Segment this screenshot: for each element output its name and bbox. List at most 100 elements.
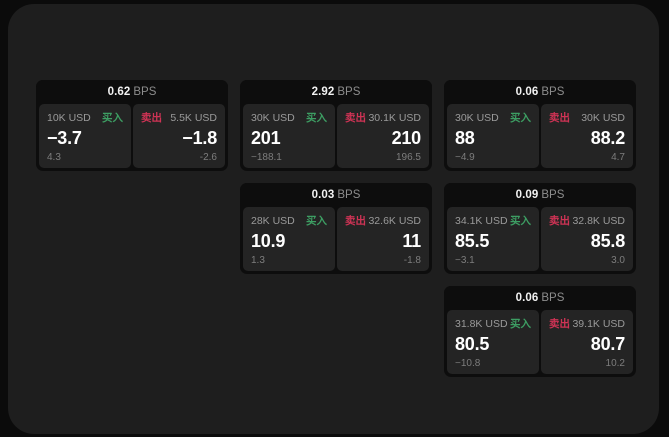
card-body: 28K USD 买入 10.9 1.3 卖出 32.6K USD 11 -1.8 <box>240 207 432 274</box>
quote-main-value: 80.5 <box>455 334 490 354</box>
quote-main-value: 210 <box>391 128 422 148</box>
bps-value: 0.06 <box>515 292 539 304</box>
order-size-label: 30.1K USD <box>368 112 421 124</box>
order-size-label: 30K USD <box>581 112 625 124</box>
quote-card[interactable]: 0.06 BPS 31.8K USD 买入 80.5 −10.8 卖出 39.1K USD 80… <box>444 286 636 377</box>
quote-side-buy[interactable]: 30K USD 买入 201 −188.1 <box>243 104 335 168</box>
sell-action-label[interactable]: 卖出 <box>549 112 570 124</box>
bps-unit-label: BPS <box>541 292 565 304</box>
card-header: 0.06 BPS <box>444 80 636 104</box>
quote-side-buy[interactable]: 10K USD 买入 −3.7 4.3 <box>39 104 131 168</box>
quote-sub-value: -1.8 <box>403 255 421 266</box>
quote-side-header: 31.8K USD 买入 <box>455 316 531 330</box>
bps-value: 0.03 <box>311 189 335 201</box>
quote-side-sell[interactable]: 卖出 5.5K USD −1.8 -2.6 <box>133 104 225 168</box>
buy-action-label[interactable]: 买入 <box>306 112 327 124</box>
quote-main-value: 80.7 <box>590 334 625 354</box>
order-size-label: 31.8K USD <box>455 318 508 330</box>
quote-side-header: 28K USD 买入 <box>251 213 327 227</box>
quote-main-value: −3.7 <box>47 128 82 148</box>
order-size-label: 30K USD <box>251 112 295 124</box>
quote-side-buy[interactable]: 31.8K USD 买入 80.5 −10.8 <box>447 310 539 374</box>
quote-card[interactable]: 0.09 BPS 34.1K USD 买入 85.5 −3.1 卖出 32.8K USD 85.… <box>444 183 636 274</box>
sell-action-label[interactable]: 卖出 <box>141 112 162 124</box>
quote-main-value: 88 <box>455 128 475 148</box>
quote-card[interactable]: 0.03 BPS 28K USD 买入 10.9 1.3 卖出 32.6K USD 11 -1.8 <box>240 183 432 274</box>
quote-main-value: −1.8 <box>182 128 217 148</box>
buy-action-label[interactable]: 买入 <box>306 215 327 227</box>
order-size-label: 32.8K USD <box>572 215 625 227</box>
bps-value: 2.92 <box>311 86 335 98</box>
quote-column-2: 2.92 BPS 30K USD 买入 201 −188.1 卖出 30.1K USD 210 1… <box>240 80 432 286</box>
buy-action-label[interactable]: 买入 <box>102 112 123 124</box>
quote-card[interactable]: 0.62 BPS 10K USD 买入 −3.7 4.3 卖出 5.5K USD −1.8 -2.… <box>36 80 228 171</box>
bps-unit-label: BPS <box>541 189 565 201</box>
sell-action-label[interactable]: 卖出 <box>345 112 366 124</box>
quote-sub-value: 3.0 <box>611 255 625 266</box>
quote-side-buy[interactable]: 28K USD 买入 10.9 1.3 <box>243 207 335 271</box>
quote-side-header: 卖出 5.5K USD <box>141 110 217 124</box>
order-size-label: 10K USD <box>47 112 91 124</box>
quote-card[interactable]: 2.92 BPS 30K USD 买入 201 −188.1 卖出 30.1K USD 210 1… <box>240 80 432 171</box>
buy-action-label[interactable]: 买入 <box>510 215 531 227</box>
quote-side-sell[interactable]: 卖出 39.1K USD 80.7 10.2 <box>541 310 633 374</box>
quote-sub-value: 196.5 <box>395 152 421 163</box>
quote-side-sell[interactable]: 卖出 32.6K USD 11 -1.8 <box>337 207 429 271</box>
bps-unit-label: BPS <box>337 189 361 201</box>
card-header: 2.92 BPS <box>240 80 432 104</box>
quote-card[interactable]: 0.06 BPS 30K USD 买入 88 −4.9 卖出 30K USD 88.2 4.7 <box>444 80 636 171</box>
quote-main-value: 88.2 <box>590 128 625 148</box>
quote-side-buy[interactable]: 34.1K USD 买入 85.5 −3.1 <box>447 207 539 271</box>
quote-side-sell[interactable]: 卖出 32.8K USD 85.8 3.0 <box>541 207 633 271</box>
bps-unit-label: BPS <box>541 86 565 98</box>
buy-action-label[interactable]: 买入 <box>510 112 531 124</box>
sell-action-label[interactable]: 卖出 <box>345 215 366 227</box>
quote-main-value: 11 <box>402 231 421 251</box>
bps-value: 0.06 <box>515 86 539 98</box>
sell-action-label[interactable]: 卖出 <box>549 318 570 330</box>
quote-sub-value: -2.6 <box>199 152 217 163</box>
quote-side-header: 卖出 39.1K USD <box>549 316 625 330</box>
quote-side-header: 卖出 32.8K USD <box>549 213 625 227</box>
quote-side-sell[interactable]: 卖出 30.1K USD 210 196.5 <box>337 104 429 168</box>
quote-sub-value: −188.1 <box>251 152 282 163</box>
quote-column-1: 0.62 BPS 10K USD 买入 −3.7 4.3 卖出 5.5K USD −1.8 -2.… <box>36 80 228 183</box>
quote-side-header: 卖出 30K USD <box>549 110 625 124</box>
order-size-label: 28K USD <box>251 215 295 227</box>
quote-side-header: 卖出 32.6K USD <box>345 213 421 227</box>
card-body: 34.1K USD 买入 85.5 −3.1 卖出 32.8K USD 85.8 3.0 <box>444 207 636 274</box>
buy-action-label[interactable]: 买入 <box>510 318 531 330</box>
card-header: 0.09 BPS <box>444 183 636 207</box>
quote-sub-value: −10.8 <box>455 358 481 369</box>
quote-side-header: 34.1K USD 买入 <box>455 213 531 227</box>
bps-unit-label: BPS <box>337 86 361 98</box>
quote-side-buy[interactable]: 30K USD 买入 88 −4.9 <box>447 104 539 168</box>
bps-value: 0.62 <box>107 86 131 98</box>
quote-main-value: 85.8 <box>590 231 625 251</box>
order-size-label: 34.1K USD <box>455 215 508 227</box>
bps-value: 0.09 <box>515 189 539 201</box>
order-size-label: 39.1K USD <box>572 318 625 330</box>
quote-main-value: 85.5 <box>455 231 490 251</box>
quote-sub-value: 4.7 <box>611 152 625 163</box>
quote-main-value: 201 <box>251 128 281 148</box>
quote-side-header: 10K USD 买入 <box>47 110 123 124</box>
quote-column-3: 0.06 BPS 30K USD 买入 88 −4.9 卖出 30K USD 88.2 4.7 0.… <box>444 80 636 389</box>
quote-sub-value: −3.1 <box>455 255 475 266</box>
card-body: 31.8K USD 买入 80.5 −10.8 卖出 39.1K USD 80.7 10.2 <box>444 310 636 377</box>
order-size-label: 5.5K USD <box>170 112 217 124</box>
quote-side-header: 30K USD 买入 <box>455 110 531 124</box>
quote-sub-value: 4.3 <box>47 152 61 163</box>
quote-side-sell[interactable]: 卖出 30K USD 88.2 4.7 <box>541 104 633 168</box>
order-size-label: 30K USD <box>455 112 499 124</box>
card-body: 30K USD 买入 201 −188.1 卖出 30.1K USD 210 196.5 <box>240 104 432 171</box>
card-body: 30K USD 买入 88 −4.9 卖出 30K USD 88.2 4.7 <box>444 104 636 171</box>
quote-side-header: 卖出 30.1K USD <box>345 110 421 124</box>
quote-sub-value: 1.3 <box>251 255 265 266</box>
order-size-label: 32.6K USD <box>368 215 421 227</box>
card-header: 0.62 BPS <box>36 80 228 104</box>
bps-unit-label: BPS <box>133 86 157 98</box>
sell-action-label[interactable]: 卖出 <box>549 215 570 227</box>
